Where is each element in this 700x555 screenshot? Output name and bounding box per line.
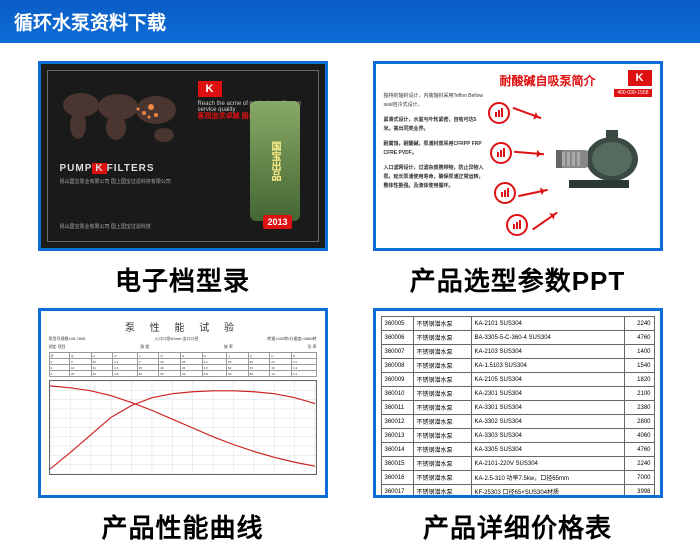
award-badge: 国宝出品	[250, 101, 300, 221]
thumb-price: 360005不锈钢潜水泵KA-2101 SUS3042240360006不锈钢潜…	[373, 308, 663, 498]
thumb-ppt: 耐酸碱自吸泵简介 K 400-030-1558 独特的轴封设计，内装轴封采用Te…	[373, 61, 663, 251]
arrow-icon	[518, 189, 548, 197]
ppt-title: 耐酸碱自吸泵简介	[442, 72, 654, 89]
brand-text: PUMPKFILTERS	[60, 163, 155, 174]
table-row: 360014不锈钢潜水泵KA-3305 SUS3044760	[381, 443, 654, 457]
table-row: 360006不锈钢潜水泵BA-3305-5-C-360-4 SUS3044760	[381, 331, 654, 345]
card-ppt[interactable]: 耐酸碱自吸泵简介 K 400-030-1558 独特的轴封设计，内装轴封采用Te…	[365, 61, 670, 298]
caption-price: 产品详细价格表	[423, 508, 612, 545]
table-row: 360009不锈钢潜水泵KA-2105 SUS3041820	[381, 373, 654, 387]
table-row: 360012不锈钢潜水泵KA-3302 SUS3042800	[381, 415, 654, 429]
table-row: 360007不锈钢潜水泵KA-2103 SUS3041400	[381, 345, 654, 359]
table-row: 360017不锈钢潜水泵KF-25303 口径65×SUS304材质3998	[381, 485, 654, 499]
feature-dot-icon	[490, 142, 512, 164]
header-title: 循环水泵资料下载	[14, 13, 166, 34]
arrow-icon	[532, 212, 558, 231]
card-curve[interactable]: 泵 性 能 试 验 泵型号规格108-7808入口口径40mm 出口口径转速14…	[30, 308, 335, 545]
feature-dot-icon	[494, 182, 516, 204]
performance-chart	[49, 380, 317, 475]
curve-data-table: 序QHNηQHNηQHN 10322.1030283.25560224.1 21…	[49, 352, 317, 377]
caption-ppt: 产品选型参数PPT	[410, 261, 626, 298]
table-row: 360016不锈钢潜水泵KA-2.5-310 功率7.5kw，口径65mm700…	[381, 471, 654, 485]
table-row: 360015不锈钢潜水泵KA-2101-220V SUS3042240	[381, 457, 654, 471]
table-row: 360010不锈钢潜水泵KA-2301 SUS3042100	[381, 387, 654, 401]
download-grid: K Reach the acme of perfection refine on…	[0, 43, 700, 555]
arrow-icon	[512, 107, 541, 119]
thumb-catalog: K Reach the acme of perfection refine on…	[38, 61, 328, 251]
section-header: 循环水泵资料下载	[0, 0, 700, 43]
table-row: 360011不锈钢潜水泵KA-3301 SUS3042380	[381, 401, 654, 415]
card-price[interactable]: 360005不锈钢潜水泵KA-2101 SUS3042240360006不锈钢潜…	[365, 308, 670, 545]
caption-curve: 产品性能曲线	[101, 508, 263, 545]
table-row: 360013不锈钢潜水泵KA-3303 SUS3044060	[381, 429, 654, 443]
world-map-graphic	[56, 85, 186, 155]
table-row: 360008不锈钢潜水泵KA-1.5103 SUS3041540	[381, 359, 654, 373]
curve-title: 泵 性 能 试 验	[49, 319, 317, 334]
feature-dot-icon	[488, 102, 510, 124]
year-badge: 2013	[263, 215, 291, 229]
phone-badge: 400-030-1558	[614, 89, 651, 97]
curve-subheader-2: 测定 项目扬 程效 率功 率	[49, 344, 317, 350]
company-info: 昆山国宝泵业有限公司 国上国宝过滤科技有限公司	[60, 179, 171, 186]
card-catalog[interactable]: K Reach the acme of perfection refine on…	[30, 61, 335, 298]
feature-dot-icon	[506, 214, 528, 236]
pump-graphic	[554, 124, 644, 194]
company-info-2: 昆山国宝泵业有限公司 国上国宝过滤科技	[60, 224, 151, 231]
curve-subheader: 泵型号规格108-7808入口口径40mm 出口口径转速1450转/分速度×28…	[49, 336, 317, 342]
k-logo-icon: K	[198, 81, 222, 97]
table-row: 360005不锈钢潜水泵KA-2101 SUS3042240	[381, 317, 654, 331]
price-table: 360005不锈钢潜水泵KA-2101 SUS3042240360006不锈钢潜…	[381, 316, 655, 498]
k-logo-icon: K	[628, 70, 652, 86]
thumb-curve: 泵 性 能 试 验 泵型号规格108-7808入口口径40mm 出口口径转速14…	[38, 308, 328, 498]
arrow-icon	[513, 151, 543, 156]
caption-catalog: 电子档型录	[115, 261, 250, 298]
ppt-text: 独特的轴封设计，内装轴封采用Teflon Bellow seal自冷式设计。 紧…	[384, 92, 484, 191]
